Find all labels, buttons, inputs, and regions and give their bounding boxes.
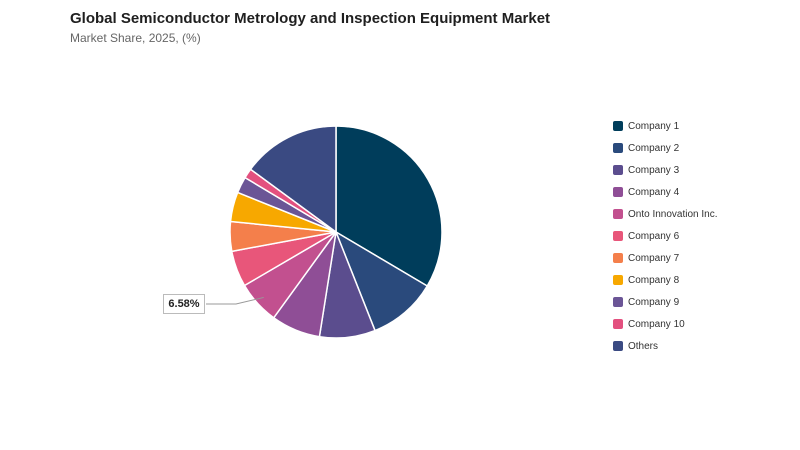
chart-legend: Company 1 Company 2 Company 3 Company 4 Onto… — [613, 115, 718, 357]
pie-slice-2 — [334, 230, 429, 332]
legend-item[interactable]: Company 10 — [613, 313, 718, 335]
legend-swatch — [613, 121, 623, 131]
legend-swatch — [613, 231, 623, 241]
legend-swatch — [613, 319, 623, 329]
legend-item[interactable]: Company 8 — [613, 269, 718, 291]
legend-label: Company 4 — [628, 186, 680, 198]
legend-label: Onto Innovation Inc. — [628, 208, 718, 220]
legend-label: Company 7 — [628, 252, 680, 264]
legend-item[interactable]: Company 9 — [613, 291, 718, 313]
legend-item[interactable]: Company 1 — [613, 115, 718, 137]
legend-swatch — [613, 275, 623, 285]
legend-label: Company 9 — [628, 296, 680, 308]
legend-label: Company 8 — [628, 274, 680, 286]
legend-item[interactable]: Company 2 — [613, 137, 718, 159]
legend-item[interactable]: Others — [613, 335, 718, 357]
pie-slice-11 — [249, 125, 337, 234]
legend-swatch — [613, 209, 623, 219]
legend-swatch — [613, 253, 623, 263]
legend-label: Company 6 — [628, 230, 680, 242]
legend-item[interactable]: Company 6 — [613, 225, 718, 247]
slice-value-callout: 6.58% — [163, 294, 205, 314]
chart-title: Global Semiconductor Metrology and Inspe… — [70, 10, 551, 27]
legend-label: Company 1 — [628, 120, 680, 132]
legend-item[interactable]: Company 3 — [613, 159, 718, 181]
pie-slice-1 — [335, 125, 443, 287]
legend-label: Company 2 — [628, 142, 680, 154]
legend-label: Others — [628, 340, 659, 352]
legend-swatch — [613, 297, 623, 307]
legend-swatch — [613, 187, 623, 197]
legend-label: Company 10 — [628, 318, 685, 330]
legend-item[interactable]: Company 4 — [613, 181, 718, 203]
legend-swatch — [613, 165, 623, 175]
callout-leader-line — [206, 296, 264, 305]
legend-swatch — [613, 341, 623, 351]
legend-item[interactable]: Onto Innovation Inc. — [613, 203, 718, 225]
chart-subtitle: Market Share, 2025, (%) — [70, 31, 201, 45]
legend-item[interactable]: Company 7 — [613, 247, 718, 269]
legend-swatch — [613, 143, 623, 153]
legend-label: Company 3 — [628, 164, 680, 176]
